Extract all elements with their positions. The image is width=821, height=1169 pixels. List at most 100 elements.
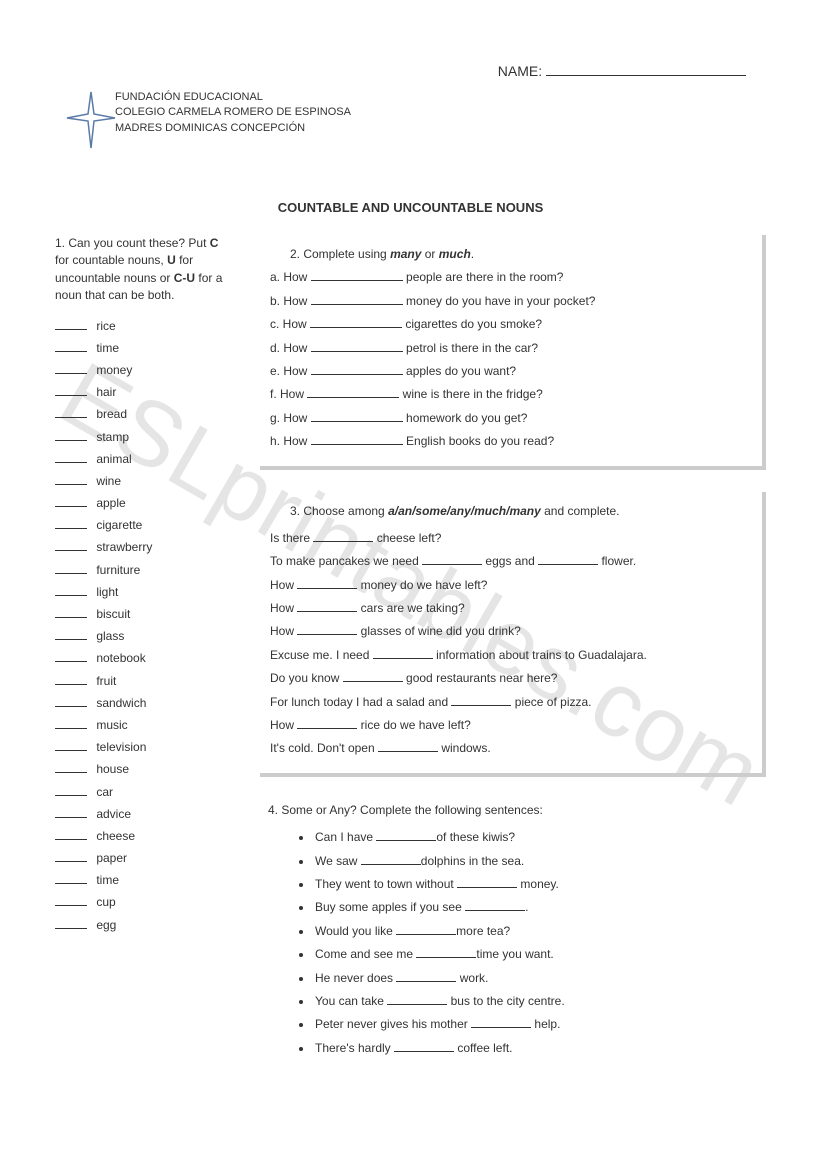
answer-blank[interactable] (396, 970, 456, 982)
q3-text: For lunch today I had a salad and (270, 695, 451, 709)
answer-blank[interactable] (311, 269, 403, 281)
noun-word: sandwich (93, 696, 146, 710)
answer-blank[interactable] (451, 694, 511, 706)
noun-item: notebook (55, 647, 230, 669)
noun-item: cup (55, 891, 230, 913)
noun-item: time (55, 337, 230, 359)
answer-blank[interactable] (55, 562, 87, 574)
noun-word: car (93, 785, 113, 799)
answer-blank[interactable] (55, 673, 87, 685)
q2-line: c. How cigarettes do you smoke? (270, 313, 748, 336)
answer-blank[interactable] (422, 553, 482, 565)
answer-blank[interactable] (55, 739, 87, 751)
answer-blank[interactable] (55, 517, 87, 529)
q3-text: To make pancakes we need (270, 554, 422, 568)
answer-blank[interactable] (313, 530, 373, 542)
answer-blank[interactable] (55, 406, 87, 418)
answer-blank[interactable] (310, 316, 402, 328)
answer-blank[interactable] (55, 384, 87, 396)
answer-blank[interactable] (307, 386, 399, 398)
q2-before: f. How (270, 387, 307, 401)
noun-item: biscuit (55, 603, 230, 625)
noun-item: sandwich (55, 692, 230, 714)
q2-list: a. How people are there in the room?b. H… (270, 266, 748, 453)
q3-text: How (270, 718, 297, 732)
answer-blank[interactable] (55, 318, 87, 330)
question-3-box: 3. Choose among a/an/some/any/much/many … (260, 492, 766, 777)
answer-blank[interactable] (373, 647, 433, 659)
answer-blank[interactable] (55, 894, 87, 906)
noun-word: egg (93, 918, 116, 932)
answer-blank[interactable] (311, 363, 403, 375)
answer-blank[interactable] (378, 740, 438, 752)
q2-before: a. How (270, 270, 311, 284)
noun-item: glass (55, 625, 230, 647)
answer-blank[interactable] (55, 362, 87, 374)
answer-blank[interactable] (311, 410, 403, 422)
answer-blank[interactable] (55, 828, 87, 840)
noun-word: furniture (93, 563, 140, 577)
q3-text: piece of pizza. (511, 695, 591, 709)
answer-blank[interactable] (297, 577, 357, 589)
answer-blank[interactable] (471, 1016, 531, 1028)
q3-text: eggs and (482, 554, 538, 568)
answer-blank[interactable] (55, 606, 87, 618)
page-title: COUNTABLE AND UNCOUNTABLE NOUNS (0, 200, 821, 215)
answer-blank[interactable] (55, 451, 87, 463)
answer-blank[interactable] (361, 853, 421, 865)
answer-blank[interactable] (55, 872, 87, 884)
q3-line: How glasses of wine did you drink? (270, 620, 748, 643)
answer-blank[interactable] (55, 340, 87, 352)
answer-blank[interactable] (311, 293, 403, 305)
answer-blank[interactable] (55, 695, 87, 707)
q4-text: Can I have (315, 830, 376, 844)
answer-blank[interactable] (55, 628, 87, 640)
q4-item: Can I have of these kiwis? (313, 826, 766, 849)
noun-word: animal (93, 452, 132, 466)
answer-blank[interactable] (311, 340, 403, 352)
answer-blank[interactable] (396, 923, 456, 935)
answer-blank[interactable] (55, 850, 87, 862)
answer-blank[interactable] (55, 473, 87, 485)
answer-blank[interactable] (55, 539, 87, 551)
answer-blank[interactable] (457, 876, 517, 888)
name-blank[interactable] (546, 62, 746, 76)
noun-item: fruit (55, 670, 230, 692)
q2-before: e. How (270, 364, 311, 378)
q4-text: . (525, 900, 528, 914)
q4-item: He never does work. (313, 967, 766, 990)
noun-word: wine (93, 474, 121, 488)
answer-blank[interactable] (387, 993, 447, 1005)
answer-blank[interactable] (297, 623, 357, 635)
q3-post: and complete. (541, 504, 620, 518)
answer-blank[interactable] (55, 495, 87, 507)
answer-blank[interactable] (55, 584, 87, 596)
noun-item: television (55, 736, 230, 758)
q3-text: Excuse me. I need (270, 648, 373, 662)
answer-blank[interactable] (297, 717, 357, 729)
question-2-box: 2. Complete using many or much. a. How p… (260, 235, 766, 470)
q3-text: cars are we taking? (357, 601, 464, 615)
answer-blank[interactable] (538, 553, 598, 565)
answer-blank[interactable] (55, 429, 87, 441)
answer-blank[interactable] (55, 784, 87, 796)
answer-blank[interactable] (55, 806, 87, 818)
answer-blank[interactable] (55, 717, 87, 729)
answer-blank[interactable] (376, 829, 436, 841)
noun-word: light (93, 585, 118, 599)
answer-blank[interactable] (416, 946, 476, 958)
answer-blank[interactable] (394, 1040, 454, 1052)
answer-blank[interactable] (311, 433, 403, 445)
answer-blank[interactable] (343, 670, 403, 682)
noun-item: bread (55, 403, 230, 425)
q2-line: h. How English books do you read? (270, 430, 748, 453)
q2-line: f. How wine is there in the fridge? (270, 383, 748, 406)
q2-before: d. How (270, 341, 311, 355)
answer-blank[interactable] (465, 899, 525, 911)
answer-blank[interactable] (55, 917, 87, 929)
answer-blank[interactable] (55, 650, 87, 662)
q4-text: You can take (315, 994, 387, 1008)
answer-blank[interactable] (55, 761, 87, 773)
content: 1. Can you count these? Put C for counta… (55, 235, 766, 1060)
answer-blank[interactable] (297, 600, 357, 612)
